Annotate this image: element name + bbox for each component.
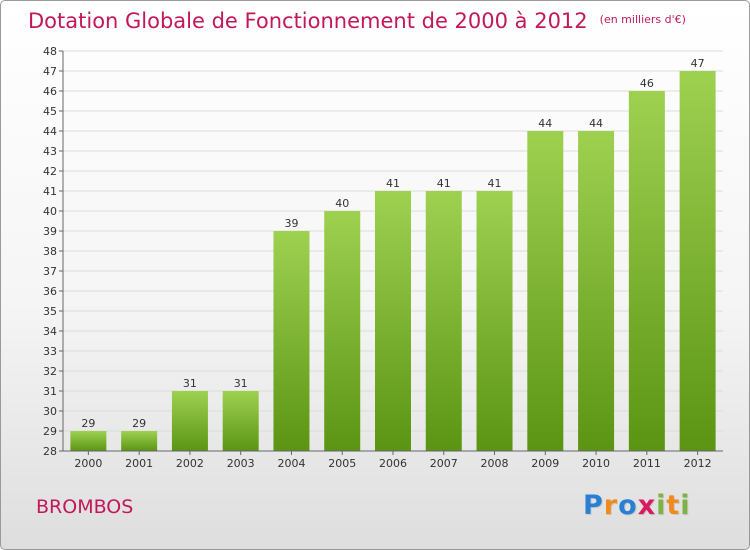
x-tick-label: 2005 bbox=[328, 457, 356, 470]
logo-letter: r bbox=[603, 490, 619, 521]
bars bbox=[70, 71, 716, 451]
chart-title: Dotation Globale de Fonctionnement de 20… bbox=[28, 9, 686, 33]
commune-name: BROMBOS bbox=[36, 496, 134, 518]
bar bbox=[578, 131, 615, 451]
x-tick-label: 2004 bbox=[277, 457, 305, 470]
x-tick-label: 2009 bbox=[531, 457, 559, 470]
data-label: 40 bbox=[335, 197, 349, 210]
y-tick-label: 40 bbox=[43, 205, 57, 218]
y-tick-label: 28 bbox=[43, 445, 57, 458]
data-label: 46 bbox=[640, 77, 654, 90]
x-tick-label: 2000 bbox=[74, 457, 102, 470]
data-label: 41 bbox=[437, 177, 451, 190]
y-tick-label: 33 bbox=[43, 345, 57, 358]
data-label: 29 bbox=[81, 417, 95, 430]
data-label: 39 bbox=[284, 217, 298, 230]
y-tick-label: 38 bbox=[43, 245, 57, 258]
bar bbox=[679, 71, 716, 451]
logo-letter: i bbox=[656, 490, 667, 521]
x-tick-label: 2012 bbox=[684, 457, 712, 470]
data-label: 29 bbox=[132, 417, 146, 430]
bar bbox=[222, 391, 259, 451]
logo-letter: t bbox=[666, 490, 681, 521]
y-tick-label: 29 bbox=[43, 425, 57, 438]
data-label: 31 bbox=[183, 377, 197, 390]
y-tick-label: 45 bbox=[43, 105, 57, 118]
y-tick-label: 35 bbox=[43, 305, 57, 318]
y-tick-label: 37 bbox=[43, 265, 57, 278]
x-tick-label: 2002 bbox=[176, 457, 204, 470]
bar bbox=[121, 431, 158, 451]
x-tick-label: 2011 bbox=[633, 457, 661, 470]
y-tick-label: 39 bbox=[43, 225, 57, 238]
y-tick-label: 43 bbox=[43, 145, 57, 158]
bar bbox=[375, 191, 411, 451]
data-label: 31 bbox=[234, 377, 248, 390]
bar bbox=[425, 191, 462, 451]
x-tick-label: 2008 bbox=[481, 457, 509, 470]
y-tick-label: 42 bbox=[43, 165, 57, 178]
data-label: 44 bbox=[589, 117, 603, 130]
bar bbox=[527, 131, 564, 451]
x-tick-label: 2007 bbox=[430, 457, 458, 470]
bar bbox=[171, 391, 208, 451]
y-tick-label: 30 bbox=[43, 405, 57, 418]
data-label: 47 bbox=[691, 57, 705, 70]
bar bbox=[70, 431, 107, 451]
chart-subtitle: (en milliers d'€) bbox=[599, 13, 686, 26]
logo-letter: P bbox=[583, 490, 604, 521]
logo-letter: i bbox=[680, 490, 691, 521]
labels: 28 29 30 31 32 33 34 35 36 37 38 39 40 41 42 43 44 45 46 47… bbox=[43, 45, 712, 470]
y-tick-label: 47 bbox=[43, 65, 57, 78]
bar bbox=[476, 191, 513, 451]
y-tick-label: 44 bbox=[43, 125, 57, 138]
logo-letter: o bbox=[618, 490, 638, 521]
data-label: 44 bbox=[538, 117, 552, 130]
y-tick-label: 31 bbox=[43, 385, 57, 398]
bar bbox=[324, 211, 361, 451]
y-tick-label: 34 bbox=[43, 325, 57, 338]
y-tick-label: 41 bbox=[43, 185, 57, 198]
x-tick-label: 2006 bbox=[379, 457, 407, 470]
x-tick-label: 2010 bbox=[582, 457, 610, 470]
y-tick-label: 36 bbox=[43, 285, 57, 298]
y-tick-label: 32 bbox=[43, 365, 57, 378]
data-label: 41 bbox=[386, 177, 400, 190]
axes bbox=[59, 50, 723, 455]
bar bbox=[273, 231, 310, 451]
x-tick-label: 2001 bbox=[125, 457, 153, 470]
bar bbox=[628, 91, 665, 451]
chart-title-text: Dotation Globale de Fonctionnement de 20… bbox=[28, 9, 588, 33]
y-tick-label: 46 bbox=[43, 85, 57, 98]
x-tick-label: 2003 bbox=[227, 457, 255, 470]
logo-letter: x bbox=[637, 490, 657, 521]
data-label: 41 bbox=[488, 177, 502, 190]
proxiti-logo[interactable]: Proxiti bbox=[583, 490, 693, 526]
y-tick-label: 48 bbox=[43, 45, 57, 58]
